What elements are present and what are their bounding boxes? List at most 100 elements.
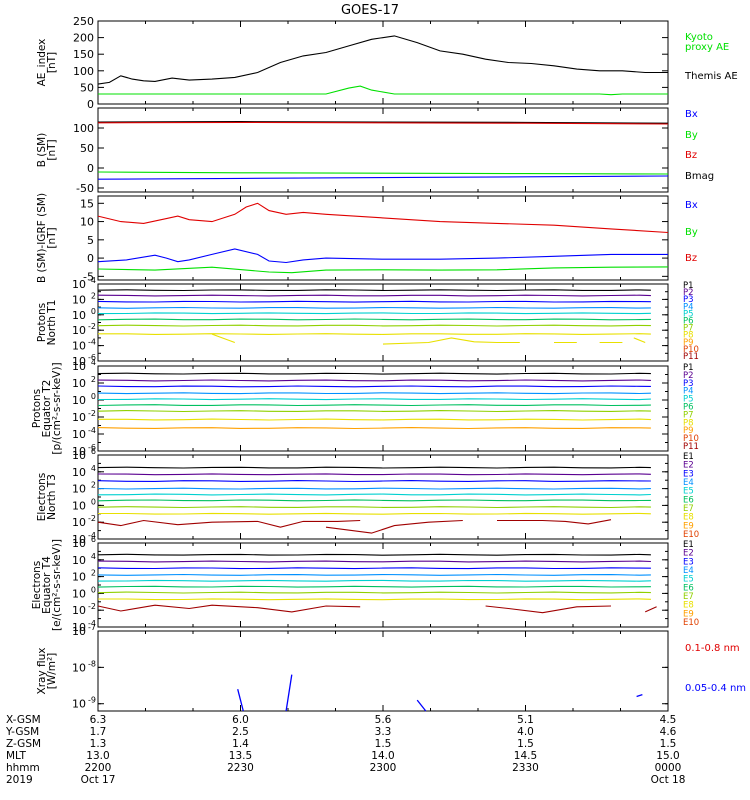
channel-line-e4	[97, 487, 651, 490]
y-tick-label: -50	[76, 182, 94, 195]
legend-p8: P8	[683, 418, 694, 428]
channel-line-e3	[97, 567, 651, 570]
y-axis-label: North T3	[46, 474, 58, 520]
legend-e8: E8	[683, 513, 694, 523]
y-tick-label: 100	[73, 122, 94, 135]
legend-themis-ae: Themis AE	[684, 71, 738, 82]
y-tick-label: 10 4	[72, 276, 96, 291]
channel-line-e3	[97, 480, 651, 483]
legend-p2: P2	[683, 371, 694, 381]
legend-e9: E9	[683, 609, 694, 619]
y-tick-label: 50	[80, 81, 94, 94]
legend-p8: P8	[683, 331, 694, 341]
footer-value: 4.5	[660, 714, 677, 726]
channel-line-e4	[97, 573, 651, 576]
y-tick-label: 10 -4	[72, 338, 96, 353]
footer-value: 1.3	[90, 738, 107, 750]
legend-e2: E2	[683, 461, 694, 471]
y-tick-label: 10 -8	[72, 659, 96, 674]
channel-line-e7	[97, 506, 651, 509]
footer-value: 2.5	[232, 726, 249, 738]
legend-by: By	[685, 227, 698, 238]
channel-segment-e9	[97, 519, 361, 528]
y-tick-label: -5	[83, 270, 94, 283]
y-tick-label: 10 6	[72, 447, 96, 462]
legend-kyoto: Kyoto	[685, 32, 713, 43]
panel-bsm: -50 0 50 100 B (SM)[nT] Bx By Bz Bmag	[36, 107, 714, 195]
legend-p7: P7	[683, 410, 694, 420]
legend-e7: E7	[683, 592, 694, 602]
legend-p5: P5	[683, 309, 694, 319]
panel-bigrf: -5 0 5 10 15 B (SM)-IGRF (SM)[nT] Bx By Bz	[36, 193, 698, 283]
legend-e10: E10	[683, 530, 699, 540]
channel-line-e1	[97, 553, 651, 556]
y-axis-label: Equator T4	[41, 556, 53, 614]
footer-value: 6.0	[232, 714, 249, 726]
footer-value: 2200	[85, 762, 112, 774]
footer-value: 6.3	[90, 714, 107, 726]
legend-p10: P10	[683, 434, 699, 444]
legend-e5: E5	[683, 487, 694, 497]
channel-line-p8	[98, 333, 651, 335]
footer-row-label: 2019	[6, 774, 33, 786]
channel-line-e8	[98, 512, 651, 515]
series-line-themis-ae	[97, 35, 668, 85]
legend-p4: P4	[683, 387, 694, 397]
legend-p9: P9	[683, 338, 694, 348]
xray-segment-short	[416, 699, 427, 712]
footer-row-label: MLT	[6, 750, 26, 762]
y-axis-label: [nT]	[46, 52, 58, 73]
legend-p3: P3	[683, 379, 694, 389]
y-axis-label: [W/m²]	[46, 653, 58, 690]
legend-bx: Bx	[685, 109, 698, 120]
y-tick-label: 10 -4	[72, 426, 96, 441]
legend-p2: P2	[683, 288, 694, 298]
legend-p6: P6	[683, 317, 694, 327]
series-line-bz	[97, 202, 669, 234]
legend-p7: P7	[683, 324, 694, 334]
legend-e8: E8	[683, 601, 694, 611]
y-tick-label: 0	[87, 252, 94, 265]
y-axis-label: [nT]	[46, 139, 58, 160]
y-axis-label: Electrons	[31, 561, 43, 610]
legend-p1: P1	[683, 363, 694, 373]
footer-value: 2330	[512, 762, 539, 774]
footer-row-label: Y-GSM	[5, 726, 39, 738]
footer-value: 1.5	[660, 738, 677, 750]
y-tick-label: 15	[80, 197, 94, 210]
channel-segment-e9	[97, 604, 361, 613]
channel-segment-e9	[497, 519, 612, 525]
channel-line-e5	[97, 493, 651, 496]
series-line-bmag	[97, 121, 669, 124]
legend-proxy-ae: proxy AE	[685, 42, 729, 53]
y-tick-label: 10 2	[72, 291, 96, 306]
y-tick-label: 100	[73, 65, 94, 78]
y-tick-label: 0	[87, 162, 94, 175]
y-tick-label: 10 -2	[72, 409, 96, 424]
footer-value: 4.6	[660, 726, 677, 738]
legend-e5: E5	[683, 575, 694, 585]
footer-value: 4.0	[517, 726, 534, 738]
y-tick-label: 10 -4	[72, 531, 96, 546]
channel-line-p7	[97, 324, 651, 327]
y-tick-label: 50	[80, 142, 94, 155]
y-axis-label: Protons	[36, 303, 48, 342]
y-tick-label: 10 2	[72, 375, 96, 390]
y-tick-label: 10 -2	[72, 602, 96, 617]
footer-value: 14.5	[514, 750, 537, 762]
y-axis-label: AE_index	[36, 39, 48, 87]
y-axis-label: B (SM)-IGRF (SM)	[36, 193, 48, 283]
y-tick-label: 10 -2	[72, 322, 96, 337]
legend-bz: Bz	[685, 253, 697, 264]
y-tick-label: 250	[73, 15, 94, 28]
y-tick-label: 10 6	[72, 535, 96, 550]
legend-e2: E2	[683, 549, 694, 559]
y-tick-label: 5	[87, 234, 94, 247]
